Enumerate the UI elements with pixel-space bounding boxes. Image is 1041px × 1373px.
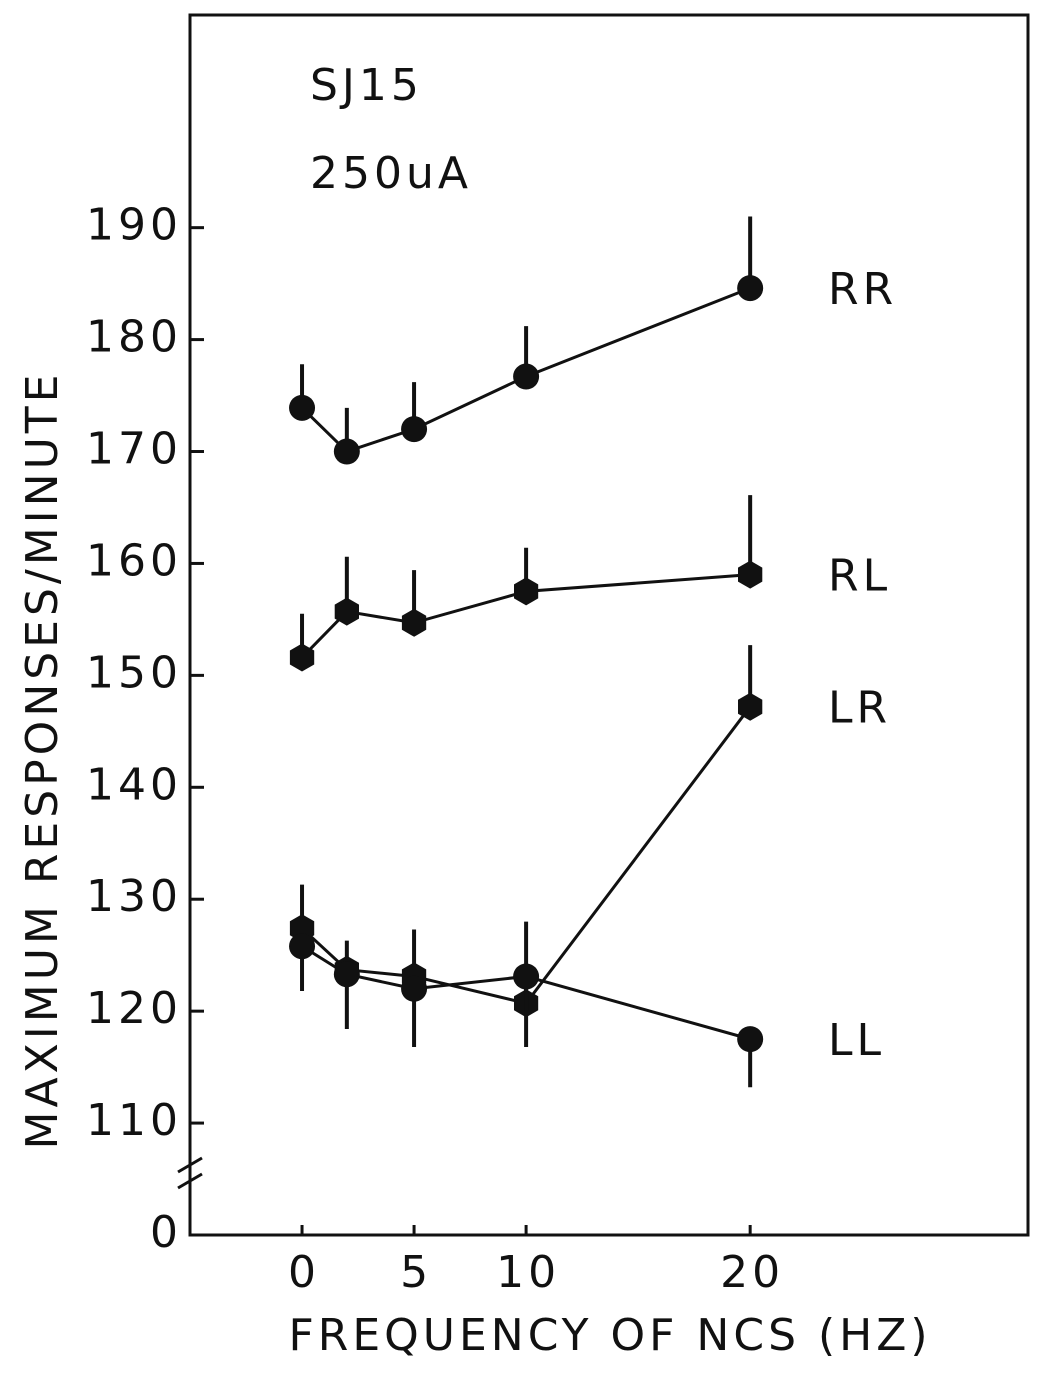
marker	[514, 577, 539, 606]
y-tick-label: 150	[86, 647, 182, 698]
marker	[289, 933, 316, 960]
marker	[401, 975, 428, 1002]
marker	[334, 597, 359, 626]
marker	[289, 643, 315, 672]
marker	[289, 394, 316, 421]
x-tick-label: 10	[496, 1247, 560, 1298]
series-label: RR	[828, 264, 897, 315]
series-label: RL	[828, 551, 891, 602]
series-label: LL	[828, 1015, 885, 1066]
y-tick-label: 190	[86, 200, 182, 251]
y-tick-label: 170	[86, 424, 182, 475]
plot-frame	[188, 13, 1030, 1237]
y-tick-label: 180	[86, 312, 182, 363]
axis-break	[177, 1156, 203, 1174]
y-axis-label: MAXIMUM RESPONSES/MINUTE	[17, 371, 68, 1150]
x-tick-label: 20	[720, 1247, 784, 1298]
series-label: LR	[828, 683, 891, 734]
y-tick-label: 0	[150, 1207, 182, 1258]
marker	[513, 963, 540, 990]
marker	[737, 275, 764, 302]
axis-break	[177, 1172, 203, 1190]
x-tick-label: 0	[288, 1247, 320, 1298]
y-tick-label: 140	[86, 759, 182, 810]
y-tick-label: 110	[86, 1095, 182, 1146]
y-tick-label: 160	[86, 535, 182, 586]
annotation: SJ15	[310, 60, 423, 111]
y-tick-label: 130	[86, 871, 182, 922]
marker	[333, 438, 360, 465]
annotation: 250uA	[310, 148, 472, 199]
marker	[738, 692, 763, 721]
marker	[333, 961, 360, 988]
y-tick-label: 120	[86, 983, 182, 1034]
marker	[401, 608, 427, 637]
marker	[513, 363, 540, 390]
x-axis-label: FREQUENCY OF NCS (HZ)	[288, 1310, 931, 1361]
marker	[401, 416, 428, 443]
x-tick-label: 5	[400, 1247, 432, 1298]
marker	[737, 1026, 764, 1053]
marker	[738, 560, 763, 589]
